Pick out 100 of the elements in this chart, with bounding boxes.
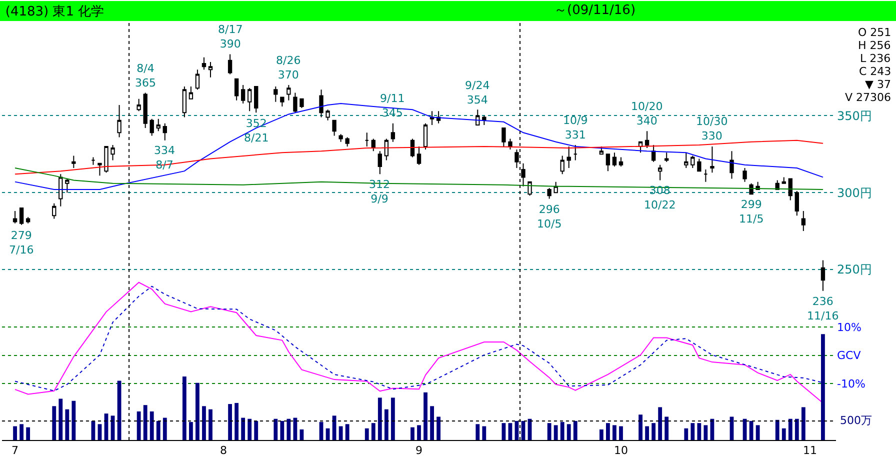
candlestick [528,181,532,196]
bar [482,426,486,440]
bar [782,428,786,440]
bar [801,407,806,440]
bar [690,423,695,440]
bar [208,409,212,440]
candlestick [274,86,278,102]
bar [554,425,558,440]
candlestick [345,136,350,147]
bar [280,420,284,440]
ref-line-label: 500万 [840,414,872,427]
text: O 251 [858,26,892,39]
bar [136,411,141,440]
candlestick [143,92,148,129]
bar [384,409,388,440]
bar [566,424,571,440]
candlestick [338,134,343,142]
candlestick [364,132,369,147]
candlestick [65,178,70,194]
annotation: 8/17 390 [218,23,243,50]
candlestick [332,120,336,136]
text: L 236 [860,52,891,65]
annotation: 10/9 331 [563,114,588,142]
bar [749,420,754,440]
candlestick [554,181,558,194]
text: V 27306 [845,91,892,104]
bar [410,427,414,440]
bar [606,423,610,440]
bar [196,382,200,440]
x-tick-label: 7 [12,444,19,458]
bar [658,407,662,440]
bar [202,406,206,440]
bar [182,376,186,440]
candlestick [801,210,806,232]
x-tick-label: 8 [220,444,228,458]
bar [573,420,578,440]
bar [390,398,395,440]
candlestick [697,158,702,172]
candlestick [110,144,115,161]
candlestick [416,146,422,166]
y-tick-label: 300円 [837,186,872,200]
candlestick [188,86,194,100]
bar [319,422,324,440]
candlestick [658,164,662,181]
bar [150,411,154,440]
candlestick [606,154,610,172]
x-tick-label: 10 [614,444,628,458]
y-tick-label: 250円 [837,262,872,277]
bar [664,416,669,440]
annotation: 279 7/16 [9,229,34,256]
candlestick [240,84,246,104]
bar [371,423,376,440]
bar [476,424,480,440]
bar [697,423,702,440]
candlestick [156,118,160,132]
annotation: 352 8/21 [244,117,269,144]
bar [619,426,623,440]
candlestick [19,207,24,226]
candlestick [730,150,734,180]
candlestick [618,156,624,167]
annotation: 236 11/16 [807,295,839,322]
candlestick [749,182,754,195]
bar [58,398,63,440]
candlestick [782,176,786,184]
bar [502,423,506,440]
bar [417,425,421,440]
candlestick [98,162,102,176]
x-tick-label: 11 [802,444,817,458]
bar [98,424,102,440]
bar [274,418,278,440]
candlestick [704,169,708,182]
bar [794,418,799,440]
candlestick [651,144,656,162]
candlestick [182,86,187,118]
bar [378,398,382,440]
candlestick [664,152,669,162]
candlestick [136,98,141,112]
bar [599,429,604,440]
candlestick [378,150,382,175]
candlestick [690,155,695,168]
bar [684,428,688,440]
candlestick [742,167,747,182]
candlestick [684,152,688,168]
bar [228,404,232,440]
y2-tick-label: 10% [837,320,862,334]
candlestick [573,144,578,161]
bar [652,423,656,440]
candlestick [482,115,486,126]
annotation: 10/30 330 [696,115,728,142]
bar [20,424,24,440]
annotation: 9/24 354 [465,79,490,106]
bar [13,426,17,440]
chart-subtitle: ～(09/11/16) [554,3,636,18]
candlestick [91,156,96,166]
candlestick [319,89,324,118]
y2-tick-label: GCV [837,349,862,362]
bar [436,416,440,440]
bar [52,406,56,440]
bar [756,425,760,440]
bar [332,416,336,440]
